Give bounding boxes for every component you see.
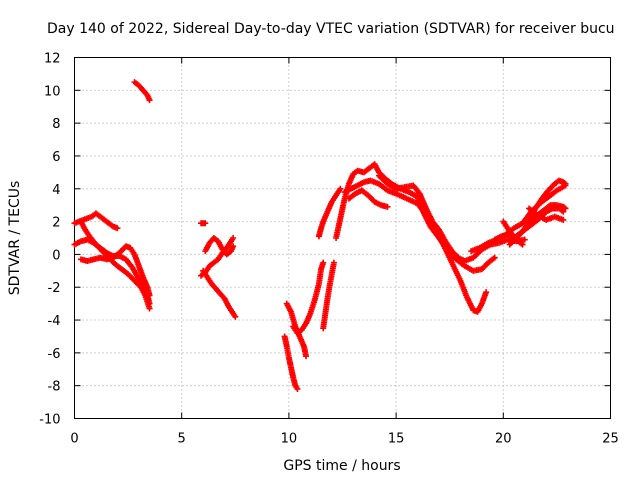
y-tick-label: -6 — [48, 347, 61, 362]
data-point-marker — [232, 313, 239, 320]
series-arc-23 — [500, 218, 526, 248]
x-tick-labels: 0 5 10 15 20 25 — [70, 432, 618, 447]
y-tick-label: -10 — [39, 413, 60, 428]
series-arc-5 — [131, 79, 153, 104]
data-point-marker — [519, 241, 526, 248]
x-tick-label: 20 — [495, 432, 512, 447]
series-arc-4 — [77, 243, 153, 299]
series-arc-9 — [200, 267, 239, 320]
series-arc-8 — [202, 235, 237, 258]
series-arc-24 — [526, 205, 567, 223]
y-tick-labels: -10 -8 -6 -4 -2 0 2 4 6 8 10 12 — [39, 52, 60, 428]
data-point-marker — [337, 185, 344, 192]
data-point-marker — [230, 235, 237, 241]
x-axis-label: GPS time / hours — [283, 458, 400, 474]
data-point-marker — [230, 243, 237, 250]
data-point-marker — [384, 203, 391, 210]
data-point-marker — [330, 259, 337, 266]
x-tick-label: 25 — [602, 432, 619, 447]
axis-ticks — [74, 57, 611, 419]
y-tick-label: -8 — [48, 380, 61, 395]
data-point-marker — [562, 180, 569, 187]
y-tick-label: -4 — [48, 314, 61, 329]
y-axis-label: SDTVAR / TECUs — [7, 181, 23, 296]
y-tick-label: 8 — [52, 117, 60, 132]
series-arc-6 — [197, 220, 209, 227]
series-arc-14 — [315, 185, 344, 240]
x-tick-label: 10 — [281, 432, 298, 447]
y-tick-label: 10 — [44, 84, 61, 99]
data-point-marker — [560, 216, 567, 223]
data-point-marker — [491, 254, 498, 261]
y-tick-label: 4 — [52, 183, 60, 198]
data-point-marker — [146, 305, 153, 312]
series-arc-12 — [290, 259, 327, 337]
data-point-marker — [294, 385, 301, 392]
y-tick-label: 2 — [52, 216, 60, 231]
series-arc-13 — [320, 259, 337, 332]
y-tick-label: -2 — [48, 281, 61, 296]
data-points — [71, 79, 569, 392]
data-point-marker — [202, 220, 209, 227]
series-arc-3 — [77, 218, 153, 312]
y-tick-label: 0 — [52, 248, 60, 263]
y-tick-label: 6 — [52, 150, 60, 165]
data-point-marker — [521, 236, 528, 243]
chart-title: Day 140 of 2022, Sidereal Day-to-day VTE… — [47, 21, 615, 37]
grid — [74, 57, 611, 419]
x-tick-label: 5 — [178, 432, 186, 447]
data-point-marker — [114, 225, 121, 232]
series-arc-2 — [71, 210, 121, 232]
data-point-marker — [562, 205, 569, 212]
data-point-marker — [561, 180, 568, 187]
series-arc-10 — [281, 333, 301, 392]
data-point-marker — [146, 97, 153, 104]
series-arc-17 — [345, 187, 391, 210]
data-point-marker — [561, 204, 568, 211]
data-point-marker — [146, 292, 153, 299]
data-point-marker — [303, 353, 310, 360]
data-point-marker — [483, 289, 490, 296]
series-arc-11 — [283, 300, 310, 360]
data-point-marker — [320, 259, 327, 266]
x-tick-label: 15 — [388, 432, 405, 447]
y-tick-label: 12 — [44, 52, 61, 67]
plot-frame — [74, 57, 611, 419]
x-tick-label: 0 — [70, 432, 78, 447]
